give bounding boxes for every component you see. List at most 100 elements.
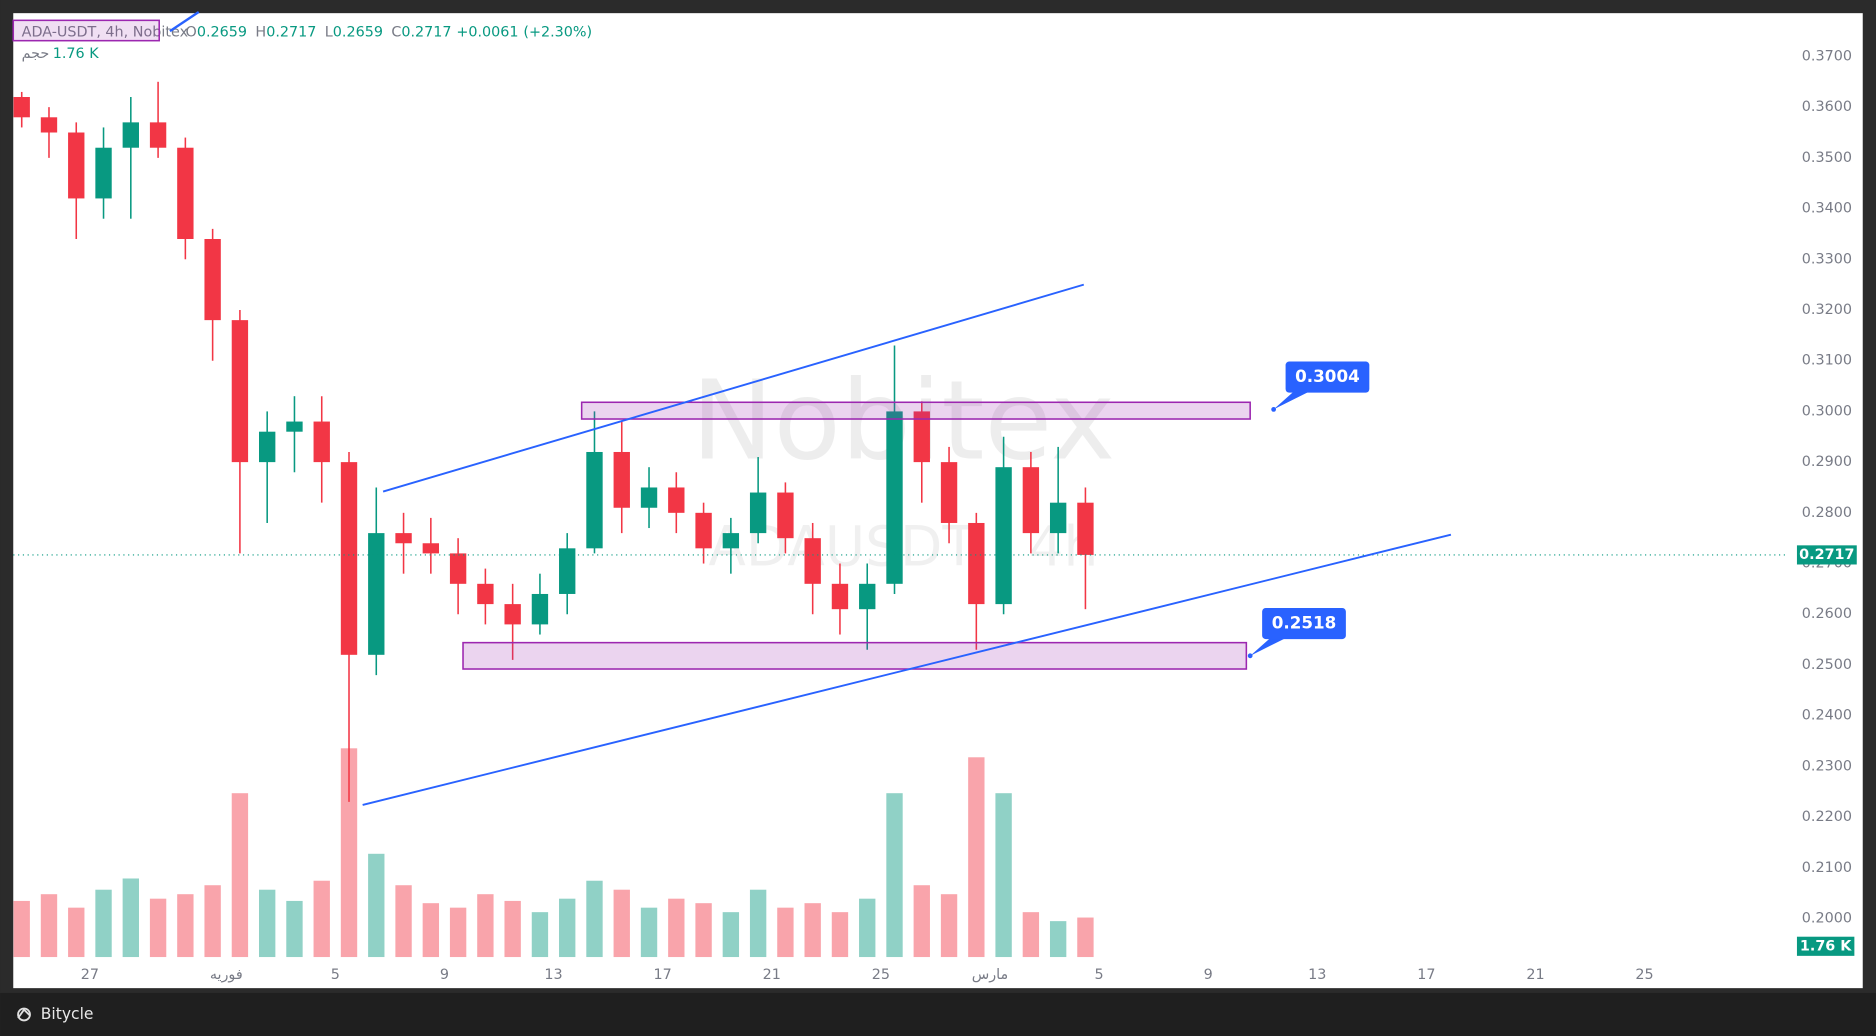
candle-body	[913, 411, 930, 463]
y-tick-label: 0.3100	[1802, 353, 1852, 369]
ohlc-name: H	[255, 24, 266, 40]
x-tick-label: 25	[1635, 967, 1653, 983]
candle-body	[286, 421, 303, 432]
volume-bar	[886, 793, 903, 958]
x-tick-label: 27	[81, 967, 99, 983]
brand-icon	[17, 1007, 31, 1022]
candle-body	[749, 492, 767, 534]
y-tick-label: 0.3700	[1802, 48, 1852, 64]
header-stroke	[169, 10, 200, 33]
volume-bar	[831, 912, 849, 958]
callout-box	[1285, 361, 1370, 393]
candle-body	[886, 411, 903, 584]
candle-body	[313, 421, 330, 463]
volume-bar	[1077, 917, 1094, 958]
y-tick-label: 0.3400	[1802, 201, 1852, 217]
x-tick-label: 21	[763, 967, 781, 983]
volume-bar	[749, 889, 767, 958]
x-tick-label: 13	[544, 967, 562, 983]
volume-bar	[231, 793, 249, 958]
symbol-highlight	[12, 19, 160, 42]
y-tick-label: 0.2100	[1802, 860, 1852, 876]
volume-bar	[368, 853, 385, 958]
last-price-tag-bg	[1796, 545, 1857, 565]
volume-bar	[859, 898, 876, 958]
candle-body	[995, 467, 1012, 605]
volume-bar	[68, 907, 85, 958]
ohlc-legend: O0.2659 H0.2717 L0.2659 C0.2717 +0.0061 (+2.3…	[186, 24, 593, 40]
volume-bar	[449, 907, 467, 958]
ohlc-value: 0.2717	[266, 24, 316, 40]
volume-bar	[13, 900, 30, 958]
candle-body	[40, 117, 58, 133]
volume-bar	[204, 885, 221, 958]
y-tick-label: 0.2400	[1802, 708, 1852, 724]
y-tick-label: 0.3500	[1802, 150, 1852, 166]
volume-bar	[559, 898, 576, 958]
candle-body	[259, 431, 276, 463]
volume-bar	[968, 757, 985, 958]
trend-line	[382, 283, 1085, 493]
volume-bar	[777, 907, 794, 958]
volume-tag-bg	[1796, 936, 1855, 956]
candle-body	[968, 522, 985, 605]
volume-bar	[940, 894, 958, 958]
y-tick-label: 0.2200	[1802, 809, 1852, 825]
brand[interactable]: Bitycle	[41, 1005, 94, 1023]
x-tick-label: 17	[1417, 967, 1435, 983]
x-tick-label: 21	[1526, 967, 1544, 983]
volume-bar	[259, 889, 276, 958]
candle-body	[1077, 502, 1094, 555]
volume-bar	[722, 912, 740, 958]
y-tick-label: 0.2500	[1802, 657, 1852, 673]
volume-bar	[149, 898, 167, 958]
volume-bar	[477, 894, 494, 958]
ohlc-name: O	[186, 24, 197, 40]
x-tick-label: 5	[331, 967, 340, 983]
volume-bar	[586, 880, 603, 958]
footer-bar	[0, 992, 1876, 1036]
candle-body	[1049, 502, 1067, 534]
candle-body	[640, 487, 658, 508]
watermark-sub: ADAUSDT · 4h	[708, 514, 1098, 578]
candle-body	[477, 583, 494, 605]
x-tick-label: 17	[654, 967, 672, 983]
volume-bar	[995, 793, 1012, 958]
price-zone	[580, 401, 1251, 420]
volume-bar	[668, 898, 685, 958]
y-tick-label: 0.2900	[1802, 454, 1852, 470]
volume-bar	[804, 903, 821, 958]
x-tick-label: 9	[440, 967, 449, 983]
y-tick-label: 0.3600	[1802, 99, 1852, 115]
callout-anchor	[1247, 653, 1253, 659]
callout-pointer	[1273, 390, 1312, 410]
candle-body	[940, 462, 958, 523]
volume-bar	[422, 903, 440, 958]
ohlc-value: 0.2659	[333, 24, 383, 40]
volume-bar	[177, 894, 194, 958]
volume-bar	[695, 903, 712, 958]
x-tick-label: 13	[1308, 967, 1326, 983]
volume-bar	[395, 885, 412, 958]
ohlc-value: 0.2717	[401, 24, 451, 40]
candle-body	[231, 320, 249, 463]
volume-value: 1.76 K	[53, 46, 99, 62]
callout-anchor	[1271, 406, 1277, 412]
x-tick-label: فوریه	[210, 967, 243, 983]
ohlc-name: L	[325, 24, 333, 40]
candle-body	[149, 122, 167, 148]
candle-body	[177, 147, 194, 239]
volume-bar	[40, 894, 58, 958]
candle-body	[531, 593, 549, 625]
y-tick-label: 0.3300	[1802, 251, 1852, 267]
price-zone	[462, 641, 1248, 670]
candle-body	[122, 122, 139, 148]
volume-tag: 1.76 K	[1800, 938, 1852, 954]
y-tick-label: 0.2600	[1802, 606, 1852, 622]
x-tick-label: 9	[1204, 967, 1213, 983]
y-tick-label: 0.3000	[1802, 403, 1852, 419]
symbol: ADA-USDT, 4h, Nobitex	[22, 24, 189, 40]
change-pct: (+2.30%)	[523, 24, 592, 40]
candle-body	[68, 132, 85, 199]
